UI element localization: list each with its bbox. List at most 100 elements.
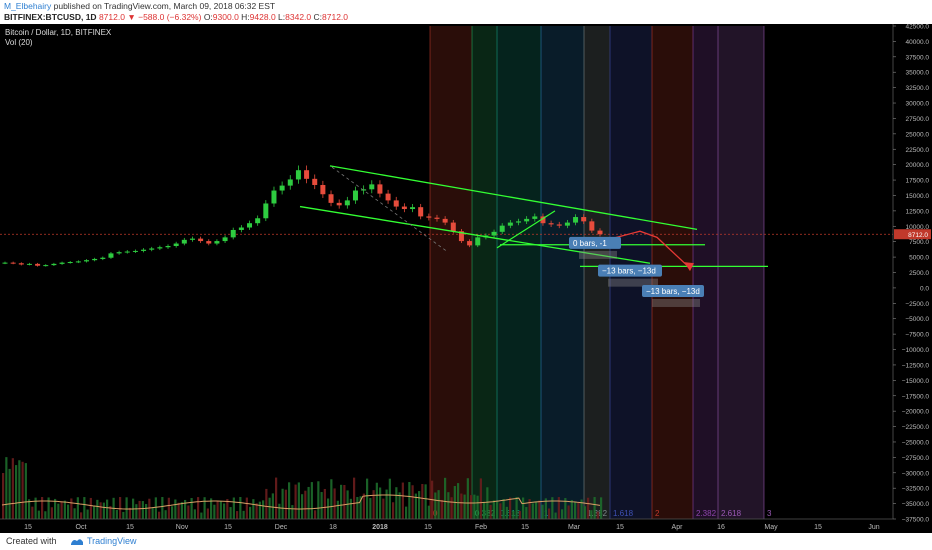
x-tick-label: 16 xyxy=(717,524,725,531)
volume-bar xyxy=(457,483,460,519)
volume-bar xyxy=(115,509,118,519)
ohlc-line: BITFINEX:BTCUSD, 1D 8712.0 ▼ −588.0 (−6.… xyxy=(4,12,348,22)
fib-time-zone-band xyxy=(718,26,764,519)
y-tick-label: −2500.0 xyxy=(905,301,929,308)
candle-body xyxy=(222,237,228,242)
volume-bar xyxy=(268,497,271,519)
volume-bar xyxy=(67,504,70,519)
volume-bar xyxy=(561,509,564,519)
open-value: 9300.0 xyxy=(212,12,239,22)
volume-bar xyxy=(486,487,489,519)
open-label: O: xyxy=(203,12,213,22)
volume-bar xyxy=(193,509,196,519)
volume-bar xyxy=(567,505,570,519)
y-tick-label: −10000.0 xyxy=(902,347,930,354)
y-tick-label: 37500.0 xyxy=(906,54,930,61)
volume-bar xyxy=(255,503,258,519)
rebound-line xyxy=(496,210,556,249)
volume-bar xyxy=(5,457,8,519)
volume-bar xyxy=(505,506,508,519)
y-tick-label: 17500.0 xyxy=(906,178,930,185)
volume-bar xyxy=(106,499,109,519)
fib-time-zone-band xyxy=(472,26,497,519)
y-tick-label: 40000.0 xyxy=(906,39,930,46)
volume-bar xyxy=(496,501,499,519)
candle-body xyxy=(336,202,342,206)
volume-bar xyxy=(590,510,593,519)
volume-bar xyxy=(177,502,180,519)
volume-bar xyxy=(509,497,512,519)
volume-bar xyxy=(245,497,248,519)
volume-bar xyxy=(359,496,362,519)
author-line: M_Elbehairy published on TradingView.com… xyxy=(4,1,275,11)
volume-bar xyxy=(60,501,63,519)
volume-bar xyxy=(216,500,219,519)
candle-body xyxy=(116,252,122,254)
x-tick-label: 15 xyxy=(424,524,432,531)
volume-bar xyxy=(424,484,427,519)
volume-bar xyxy=(119,497,122,519)
candle-body xyxy=(26,263,32,265)
volume-bar xyxy=(411,485,414,519)
range-label-box xyxy=(598,264,662,277)
volume-bar xyxy=(128,507,131,519)
close-label: C: xyxy=(313,12,323,22)
volume-bar xyxy=(330,479,333,519)
volume-bar xyxy=(587,497,590,519)
created-with-label: Created with xyxy=(6,536,57,546)
x-tick-label: 15 xyxy=(24,524,32,531)
fib-time-label: 2.618 xyxy=(721,509,742,518)
tradingview-link[interactable]: TradingView xyxy=(70,536,137,546)
volume-bar xyxy=(242,510,245,519)
volume-bar xyxy=(229,507,232,519)
candle-body xyxy=(255,218,261,224)
volume-bar xyxy=(535,501,538,519)
volume-bar xyxy=(434,492,437,519)
volume-bar xyxy=(323,488,326,519)
volume-bar xyxy=(21,461,24,519)
volume-bar xyxy=(408,482,411,519)
volume-bar xyxy=(492,500,495,519)
y-tick-label: 2500.0 xyxy=(909,270,929,277)
volume-bar xyxy=(83,497,86,519)
x-tick-label: Feb xyxy=(475,524,487,531)
volume-bar xyxy=(164,510,167,519)
candle-body xyxy=(198,238,204,242)
y-tick-label: −12500.0 xyxy=(902,362,930,369)
volume-bar xyxy=(473,494,476,519)
volume-bar xyxy=(499,503,502,519)
volume-bar xyxy=(447,492,450,519)
candle-body xyxy=(377,184,383,194)
volume-bar xyxy=(135,504,138,519)
volume-bar xyxy=(366,478,369,519)
candle-body xyxy=(124,251,130,253)
fib-time-label: 1.618 xyxy=(613,509,634,518)
volume-bar xyxy=(102,502,105,519)
candle-body xyxy=(581,217,587,222)
volume-bar xyxy=(577,502,580,519)
volume-bar xyxy=(372,490,375,519)
author-link[interactable]: M_Elbehairy xyxy=(4,1,52,11)
volume-bar xyxy=(405,506,408,519)
fib-time-label: 3 xyxy=(767,509,772,518)
candle-body xyxy=(548,223,554,225)
y-tick-label: 25000.0 xyxy=(906,131,930,138)
y-tick-label: 7500.0 xyxy=(909,239,929,246)
volume-bar xyxy=(184,499,187,519)
y-tick-label: 20000.0 xyxy=(906,162,930,169)
volume-bar xyxy=(343,484,346,519)
range-label: −13 bars, −13d xyxy=(602,267,656,276)
range-label-box xyxy=(642,284,704,297)
volume-bar xyxy=(41,497,44,519)
x-tick-label: Apr xyxy=(672,524,684,531)
x-tick-label: May xyxy=(764,524,778,531)
volume-bar xyxy=(580,499,583,519)
candle-body xyxy=(540,216,546,224)
volume-bar xyxy=(356,496,359,519)
chart-background xyxy=(0,24,932,533)
candle-body xyxy=(426,216,432,218)
volume-bar xyxy=(398,492,401,519)
volume-bar xyxy=(538,500,541,519)
volume-bar xyxy=(167,497,170,519)
